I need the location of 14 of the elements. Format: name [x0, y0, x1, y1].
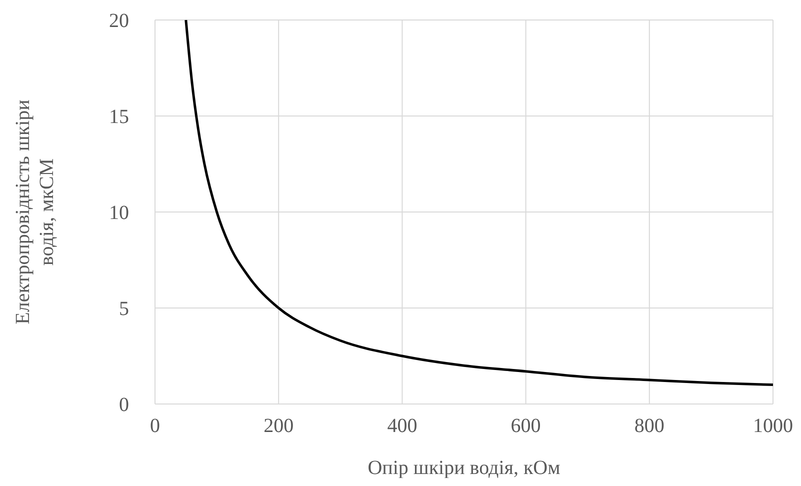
x-tick-label: 400 [387, 415, 418, 438]
y-tick-label: 20 [109, 10, 129, 32]
x-axis-title: Опір шкіри водія, кОм [368, 457, 561, 479]
y-tick-label: 5 [119, 298, 129, 320]
x-tick-label: 600 [510, 415, 541, 438]
y-tick-label: 15 [109, 106, 129, 128]
x-tick-label: 1000 [753, 415, 793, 438]
y-axis-title: Електропровідність шкіри водія, мкСМ [12, 99, 58, 324]
y-tick-label: 10 [109, 202, 129, 224]
line-series [184, 20, 773, 386]
y-tick-label: 0 [119, 394, 129, 416]
x-tick-label: 0 [150, 415, 160, 438]
x-tick-label: 200 [264, 415, 294, 438]
x-tick-label: 800 [634, 415, 664, 438]
